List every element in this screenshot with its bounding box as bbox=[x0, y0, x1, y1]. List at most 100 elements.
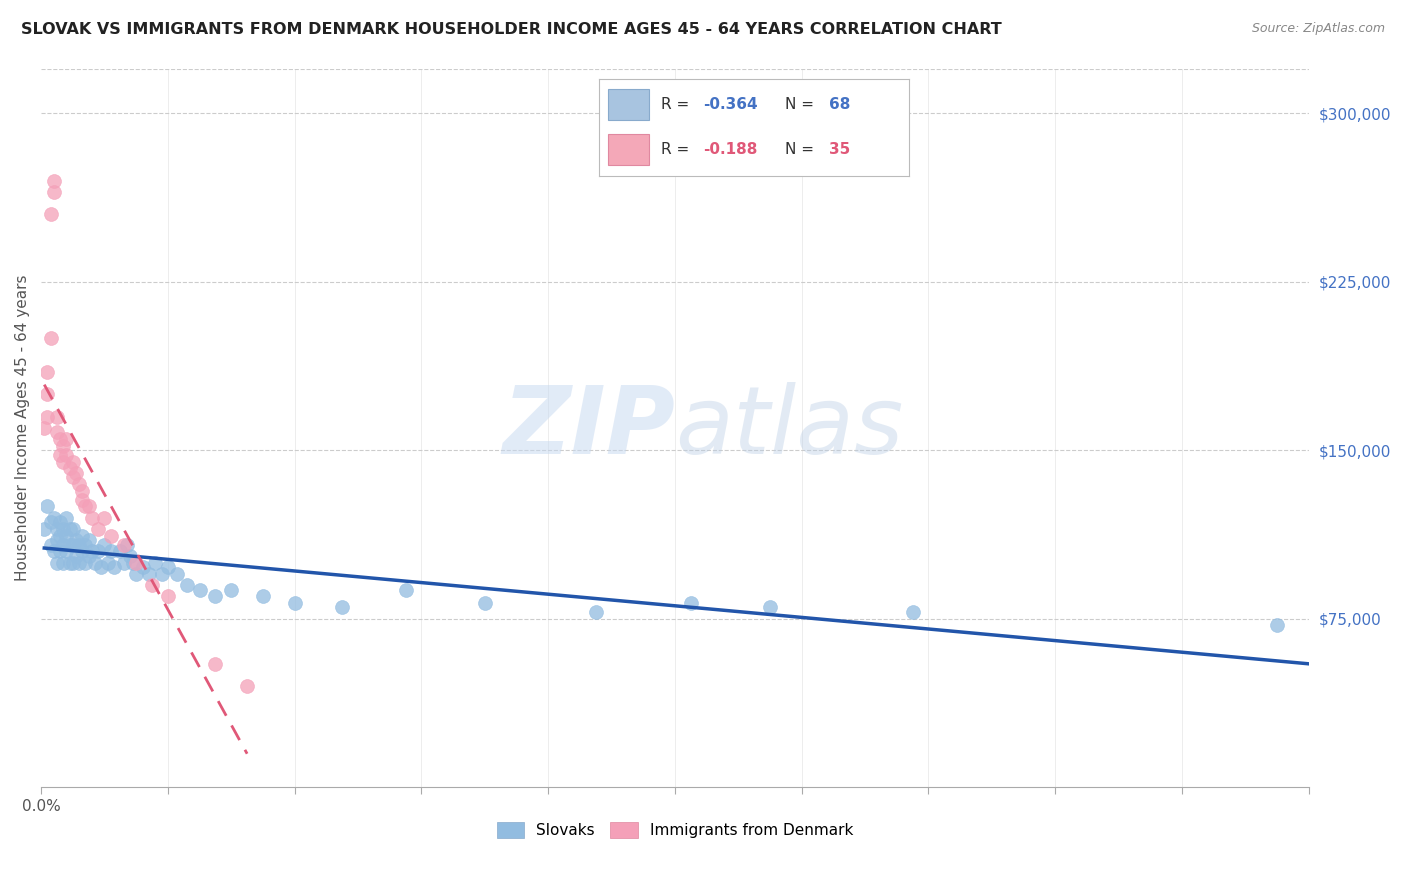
Point bbox=[330, 600, 353, 615]
Text: ZIP: ZIP bbox=[502, 382, 675, 474]
Point bbox=[42, 185, 65, 199]
Point bbox=[37, 387, 59, 401]
Point bbox=[77, 549, 100, 563]
Point bbox=[110, 544, 132, 558]
Point bbox=[62, 556, 84, 570]
Point bbox=[67, 477, 90, 491]
Point bbox=[62, 538, 84, 552]
Point bbox=[166, 566, 188, 581]
Point bbox=[84, 556, 107, 570]
Point bbox=[37, 500, 59, 514]
Point bbox=[59, 538, 82, 552]
Point bbox=[125, 566, 148, 581]
Point bbox=[65, 549, 87, 563]
Point bbox=[138, 566, 160, 581]
Point bbox=[62, 522, 84, 536]
Point bbox=[46, 425, 69, 440]
Point bbox=[49, 515, 72, 529]
Point bbox=[77, 533, 100, 548]
Point bbox=[32, 522, 55, 536]
Point bbox=[156, 560, 179, 574]
Point bbox=[75, 556, 97, 570]
Point bbox=[42, 174, 65, 188]
Point bbox=[97, 556, 120, 570]
Point bbox=[394, 582, 416, 597]
Point bbox=[55, 432, 77, 446]
Point bbox=[42, 510, 65, 524]
Point bbox=[115, 538, 138, 552]
Point bbox=[49, 432, 72, 446]
Point bbox=[75, 500, 97, 514]
Point bbox=[72, 483, 94, 498]
Point bbox=[59, 461, 82, 475]
Point bbox=[118, 549, 141, 563]
Point bbox=[65, 533, 87, 548]
Point bbox=[55, 510, 77, 524]
Point bbox=[141, 578, 163, 592]
Point bbox=[204, 657, 226, 671]
Point bbox=[80, 544, 103, 558]
Point bbox=[55, 528, 77, 542]
Point bbox=[679, 596, 702, 610]
Point bbox=[122, 556, 145, 570]
Point bbox=[219, 582, 242, 597]
Point bbox=[93, 510, 115, 524]
Point bbox=[39, 538, 62, 552]
Point bbox=[176, 578, 198, 592]
Point bbox=[204, 589, 226, 603]
Point bbox=[49, 528, 72, 542]
Point bbox=[87, 544, 110, 558]
Point bbox=[67, 538, 90, 552]
Text: atlas: atlas bbox=[675, 383, 903, 474]
Text: SLOVAK VS IMMIGRANTS FROM DENMARK HOUSEHOLDER INCOME AGES 45 - 64 YEARS CORRELAT: SLOVAK VS IMMIGRANTS FROM DENMARK HOUSEH… bbox=[21, 22, 1002, 37]
Point bbox=[585, 605, 607, 619]
Point bbox=[112, 556, 135, 570]
Point bbox=[125, 556, 148, 570]
Point bbox=[42, 544, 65, 558]
Point bbox=[32, 421, 55, 435]
Point bbox=[72, 544, 94, 558]
Point bbox=[39, 515, 62, 529]
Point bbox=[59, 556, 82, 570]
Point bbox=[52, 538, 75, 552]
Point bbox=[39, 331, 62, 345]
Point bbox=[77, 500, 100, 514]
Point bbox=[49, 448, 72, 462]
Point bbox=[188, 582, 211, 597]
Point bbox=[46, 556, 69, 570]
Y-axis label: Householder Income Ages 45 - 64 years: Householder Income Ages 45 - 64 years bbox=[15, 275, 30, 581]
Point bbox=[100, 544, 122, 558]
Point bbox=[46, 533, 69, 548]
Point bbox=[46, 522, 69, 536]
Point bbox=[59, 522, 82, 536]
Point bbox=[90, 560, 112, 574]
Point bbox=[150, 566, 173, 581]
Point bbox=[87, 522, 110, 536]
Point bbox=[67, 556, 90, 570]
Point bbox=[37, 409, 59, 424]
Point bbox=[39, 207, 62, 221]
Point bbox=[75, 538, 97, 552]
Point bbox=[55, 448, 77, 462]
Point bbox=[284, 596, 307, 610]
Point bbox=[100, 528, 122, 542]
Point bbox=[37, 365, 59, 379]
Point bbox=[474, 596, 496, 610]
Point bbox=[62, 454, 84, 468]
Point bbox=[55, 544, 77, 558]
Point bbox=[46, 409, 69, 424]
Point bbox=[252, 589, 274, 603]
Point bbox=[131, 560, 153, 574]
Point bbox=[143, 556, 166, 570]
Point bbox=[93, 538, 115, 552]
Legend: Slovaks, Immigrants from Denmark: Slovaks, Immigrants from Denmark bbox=[491, 816, 859, 844]
Point bbox=[901, 605, 924, 619]
Point bbox=[52, 439, 75, 453]
Point bbox=[112, 538, 135, 552]
Text: Source: ZipAtlas.com: Source: ZipAtlas.com bbox=[1251, 22, 1385, 36]
Point bbox=[52, 522, 75, 536]
Point bbox=[72, 528, 94, 542]
Point bbox=[236, 679, 259, 693]
Point bbox=[49, 544, 72, 558]
Point bbox=[156, 589, 179, 603]
